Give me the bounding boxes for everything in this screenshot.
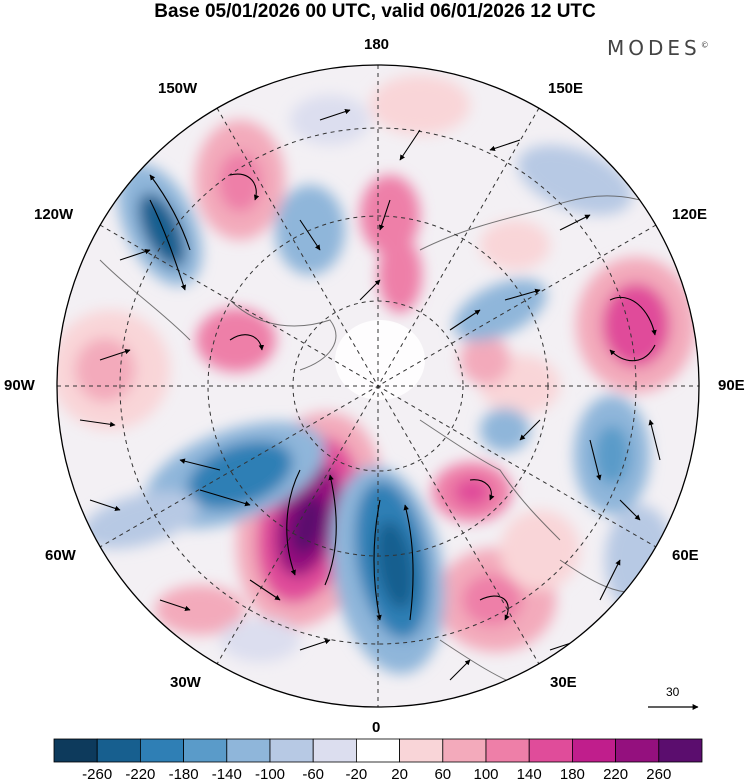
colorbar-swatch [96,738,141,763]
lon-label-30w: 30W [170,674,201,691]
colorbar-swatch [528,738,573,763]
map-border [56,64,700,708]
colorbar-tick-label: -100 [254,766,286,783]
lon-label-120w: 120W [34,206,74,223]
colorbar-tick-label: 220 [603,766,629,783]
lon-label-0: 0 [372,719,381,736]
colorbar-swatch [269,738,314,763]
colorbar-swatch [442,738,487,763]
colorbar-tick-label: -60 [302,766,325,783]
colorbar-tick-label: -220 [125,766,156,783]
colorbar-swatch [485,738,530,763]
wind-reference-value: 30 [666,685,680,699]
colorbar-swatch [183,738,228,763]
lon-label-150w: 150W [158,80,198,97]
colorbar-tick-label: -140 [211,766,242,783]
colorbar-tick-label: 100 [473,766,499,783]
modes-logo: MODES© [607,36,709,60]
colorbar-swatch [312,738,357,763]
colorbar-swatch [399,738,444,763]
colorbar-swatch [139,738,184,763]
lon-label-90e: 90E [718,377,745,394]
colorbar-tick-label: 140 [516,766,542,783]
lon-label-150e: 150E [548,80,584,97]
brand-name: MODES [607,36,701,60]
colorbar-tick-label: 260 [646,766,672,783]
colorbar-swatch [53,738,98,763]
lon-label-60e: 60E [672,547,699,564]
colorbar-tick-label: 20 [391,766,408,783]
lon-label-90w: 90W [4,377,35,394]
lon-label-30e: 30E [550,674,577,691]
colorbar-swatch [226,738,271,763]
anomaly-field [57,65,699,707]
colorbar-tick-label: 180 [559,766,585,783]
brand-copyright: © [700,40,709,50]
lon-label-60w: 60W [45,547,76,564]
lon-label-180: 180 [364,36,390,53]
colorbar-swatch [355,738,400,763]
colorbar-swatch [615,738,660,763]
map-title: Base 05/01/2026 00 UTC, valid 06/01/2026… [154,1,596,22]
colorbar [53,738,703,763]
lon-label-120e: 120E [672,206,708,223]
colorbar-tick-label: 60 [434,766,452,783]
colorbar-tick-label: -260 [82,766,113,783]
colorbar-swatch [658,738,703,763]
colorbar-tick-label: -20 [345,766,368,783]
colorbar-swatch [572,738,617,763]
colorbar-tick-label: -180 [168,766,199,783]
